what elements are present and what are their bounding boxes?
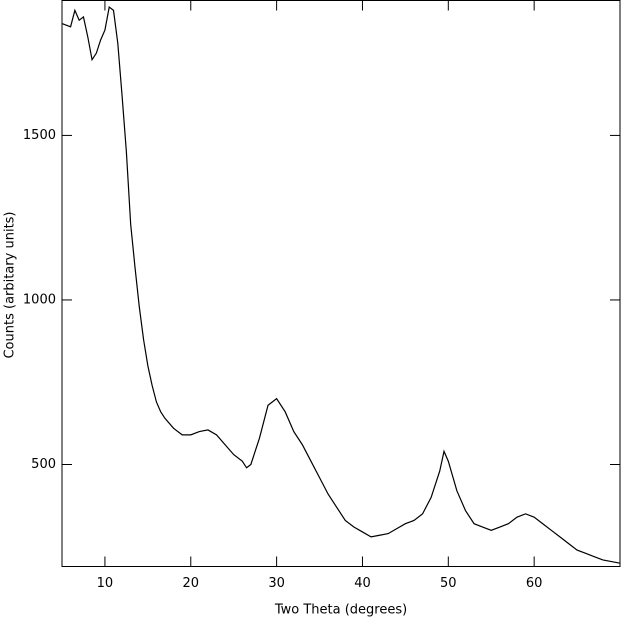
x-tick-label: 60	[526, 576, 543, 591]
x-tick-label: 20	[182, 576, 199, 591]
y-tick-label: 1000	[23, 292, 56, 307]
x-axis-label: Two Theta (degrees)	[274, 603, 407, 618]
y-tick-label: 1500	[23, 128, 56, 143]
x-tick-label: 40	[354, 576, 371, 591]
y-tick-label: 500	[31, 457, 56, 472]
x-tick-label: 50	[440, 576, 457, 591]
y-axis-label: Counts (arbitary units)	[3, 211, 18, 358]
plot-frame	[61, 0, 621, 567]
data-line	[61, 6, 621, 564]
x-tick-label: 30	[268, 576, 285, 591]
x-tick-label: 10	[97, 576, 114, 591]
